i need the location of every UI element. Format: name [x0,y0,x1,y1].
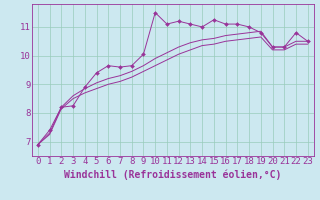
X-axis label: Windchill (Refroidissement éolien,°C): Windchill (Refroidissement éolien,°C) [64,169,282,180]
